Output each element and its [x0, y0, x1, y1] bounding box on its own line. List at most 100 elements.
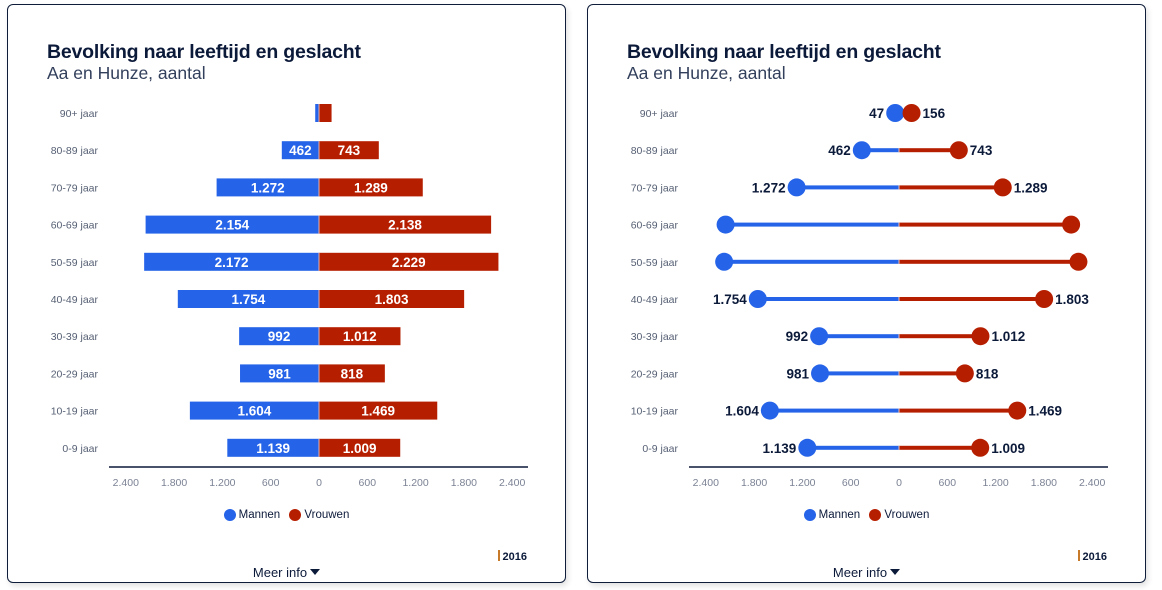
chart-title: Bevolking naar leeftijd en geslacht — [627, 41, 941, 63]
line-mannen — [807, 445, 899, 450]
age-label: 40-49 jaar — [631, 294, 679, 306]
dot-label-vrouwen: 1.469 — [1028, 404, 1062, 419]
bar-mannen — [315, 104, 319, 122]
dot-vrouwen — [1069, 252, 1088, 271]
dot-label-mannen: 462 — [828, 143, 851, 158]
line-mannen — [725, 222, 899, 227]
dot-vrouwen — [993, 178, 1012, 197]
dot-label-vrouwen: 1.289 — [1014, 180, 1048, 195]
chart-card-dots: Bevolking naar leeftijd en geslacht Aa e… — [587, 4, 1146, 583]
bar-vrouwen — [319, 364, 385, 383]
dot-vrouwen — [1035, 290, 1054, 308]
legend-item-vrouwen[interactable]: Vrouwen — [289, 509, 349, 521]
bar-mannen — [189, 401, 319, 420]
dot-mannen — [748, 290, 767, 308]
age-label: 60-69 jaar — [631, 220, 679, 232]
age-label: 70-79 jaar — [631, 182, 679, 194]
x-tick-label: 1.800 — [1031, 477, 1057, 489]
chart-title: Bevolking naar leeftijd en geslacht — [47, 41, 361, 63]
line-vrouwen — [899, 371, 965, 376]
bar-label-mannen: 2.172 — [215, 255, 249, 270]
legend-dot-icon — [869, 509, 882, 521]
dot-vrouwen — [1062, 215, 1081, 234]
line-divider — [898, 297, 900, 301]
bar-label-vrouwen: 743 — [338, 143, 361, 158]
line-vrouwen — [899, 297, 1045, 301]
bar-label-vrouwen: 1.289 — [354, 180, 388, 195]
age-label: 30-39 jaar — [51, 331, 99, 343]
bar-vrouwen — [319, 327, 401, 346]
legend-label: Vrouwen — [884, 509, 930, 521]
legend-label: Mannen — [238, 509, 281, 521]
x-tick-label: 0 — [316, 477, 322, 489]
bar-mannen — [227, 438, 319, 457]
bar-mannen — [216, 178, 319, 197]
dot-vrouwen — [971, 327, 990, 346]
bar-label-mannen: 1.754 — [232, 292, 266, 307]
x-tick-label: 600 — [939, 477, 957, 489]
dot-label-vrouwen: 1.803 — [1055, 292, 1089, 307]
x-tick-label: 600 — [359, 477, 377, 489]
bar-mannen — [177, 290, 319, 308]
bar-label-mannen: 1.604 — [238, 404, 272, 419]
dot-vrouwen — [949, 141, 968, 160]
bar-label-vrouwen: 2.138 — [388, 218, 422, 233]
legend-item-mannen[interactable]: Mannen — [803, 509, 861, 521]
dot-label-mannen: 1.604 — [725, 404, 759, 419]
x-tick-label: 0 — [896, 477, 902, 489]
bar-vrouwen — [319, 178, 423, 197]
bar-vrouwen — [319, 104, 332, 122]
meer-info-label: Meer info — [832, 565, 888, 580]
x-tick-label: 1.200 — [789, 477, 815, 489]
bar-label-vrouwen: 2.229 — [392, 255, 426, 270]
dot-mannen — [810, 327, 829, 346]
year-divider — [498, 550, 500, 561]
dot-label-mannen: 1.754 — [713, 292, 747, 307]
dot-label-vrouwen: 1.012 — [991, 329, 1025, 344]
line-mannen — [757, 297, 899, 301]
x-tick-label: 1.200 — [209, 477, 235, 489]
legend: Mannen Vrouwen — [8, 509, 565, 524]
bar-divider — [318, 215, 320, 234]
bar-vrouwen — [319, 401, 438, 420]
bar-label-vrouwen: 1.803 — [375, 292, 409, 307]
bar-divider — [318, 141, 320, 160]
bar-divider — [318, 252, 320, 271]
chart-card-bars: Bevolking naar leeftijd en geslacht Aa e… — [7, 4, 566, 583]
year-label: 2016 — [502, 551, 527, 563]
lollipop-chart: 90+ jaar 47 156 80-89 jaar 462 743 70-79 jaar 1… — [631, 104, 1108, 489]
dot-label-mannen: 1.272 — [752, 180, 786, 195]
meer-info-button[interactable]: Meer info — [588, 565, 1145, 580]
age-label: 0-9 jaar — [642, 443, 678, 455]
bar-divider — [318, 104, 320, 122]
bar-divider — [318, 327, 320, 346]
dot-vrouwen — [1008, 401, 1027, 420]
meer-info-button[interactable]: Meer info — [8, 565, 565, 580]
bar-label-mannen: 1.139 — [256, 441, 290, 456]
age-label: 20-29 jaar — [51, 368, 99, 380]
dot-mannen — [715, 252, 734, 271]
bar-label-mannen: 992 — [268, 329, 291, 344]
dot-mannen — [798, 438, 817, 457]
year-divider — [1078, 550, 1080, 561]
line-divider — [898, 408, 900, 413]
meer-info-label: Meer info — [252, 565, 308, 580]
legend-label: Mannen — [818, 509, 861, 521]
line-vrouwen — [899, 408, 1018, 413]
age-label: 90+ jaar — [640, 108, 679, 120]
legend-item-vrouwen[interactable]: Vrouwen — [869, 509, 929, 521]
x-tick-label: 1.800 — [741, 477, 767, 489]
line-divider — [898, 334, 900, 339]
line-mannen — [769, 408, 899, 413]
age-label: 20-29 jaar — [631, 368, 679, 380]
bar-label-vrouwen: 1.469 — [361, 404, 395, 419]
dot-label-vrouwen: 1.009 — [991, 441, 1025, 456]
line-divider — [898, 259, 900, 264]
dot-label-mannen: 981 — [786, 366, 809, 381]
line-vrouwen — [899, 334, 981, 339]
age-label: 70-79 jaar — [51, 182, 99, 194]
line-divider — [898, 148, 900, 153]
legend-item-mannen[interactable]: Mannen — [223, 509, 281, 521]
x-tick-label: 1.200 — [982, 477, 1008, 489]
age-label: 80-89 jaar — [631, 145, 679, 157]
